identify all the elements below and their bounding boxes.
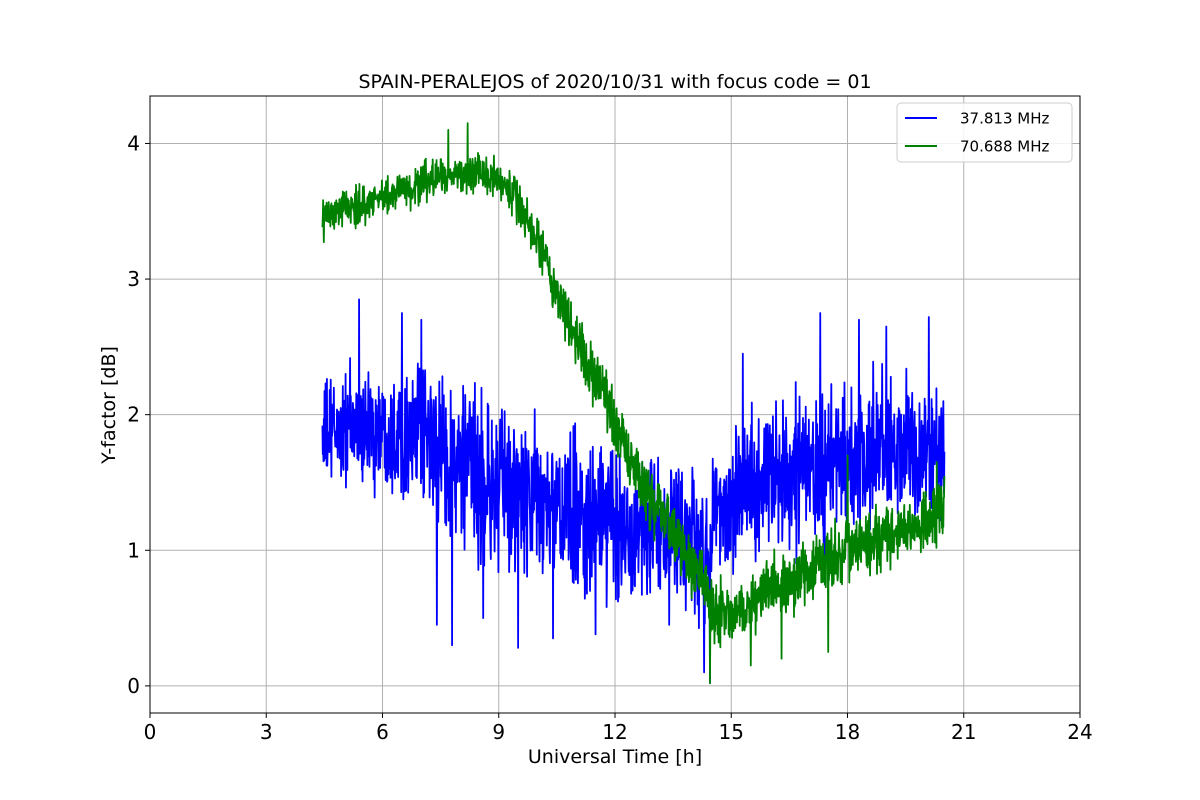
y-axis-label: Y-factor [dB] <box>98 346 120 465</box>
y-tick-label: 0 <box>127 674 140 698</box>
x-tick-label: 18 <box>835 720 860 744</box>
series-layer <box>321 122 946 685</box>
x-tick-label: 0 <box>144 720 157 744</box>
x-axis-label: Universal Time [h] <box>528 746 702 768</box>
x-tick-label: 9 <box>492 720 505 744</box>
y-tick-label: 3 <box>127 267 140 291</box>
legend-label-37mhz: 37.813 MHz <box>960 110 1049 128</box>
y-tick-label: 2 <box>127 403 140 427</box>
x-tick-label: 6 <box>376 720 389 744</box>
legend-box <box>896 102 1073 163</box>
legend: 37.813 MHz 70.688 MHz <box>896 102 1073 163</box>
y-tick-label: 1 <box>127 538 140 562</box>
x-tick-label: 3 <box>260 720 273 744</box>
x-tick-label: 12 <box>602 720 627 744</box>
x-tick-label: 21 <box>951 720 976 744</box>
y-tick-label: 4 <box>127 131 140 155</box>
chart-title: SPAIN-PERALEJOS of 2020/10/31 with focus… <box>358 71 871 93</box>
series-line-1 <box>321 122 946 685</box>
x-tick-label: 24 <box>1067 720 1092 744</box>
series-line-0 <box>321 298 946 685</box>
x-tick-label: 15 <box>719 720 744 744</box>
legend-label-70mhz: 70.688 MHz <box>960 138 1049 156</box>
